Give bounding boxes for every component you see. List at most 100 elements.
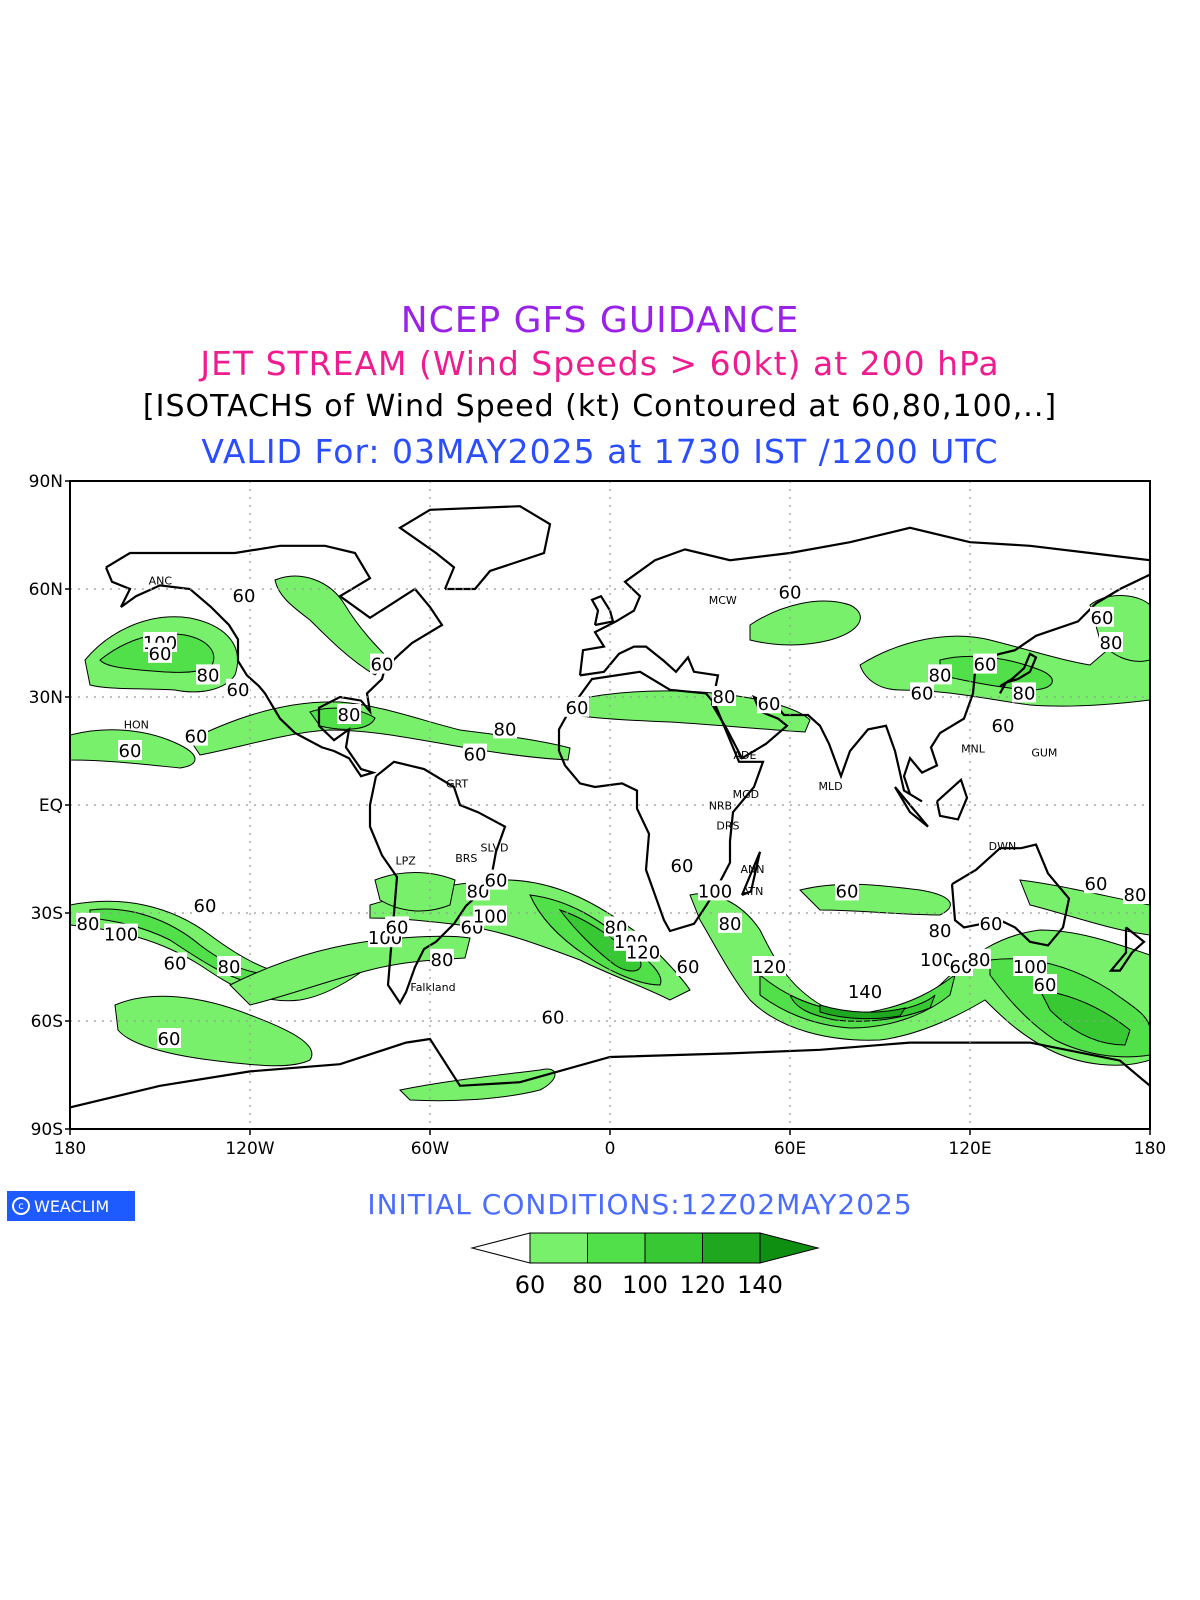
colorbar: 60 80 100 120 140 xyxy=(470,1232,820,1299)
isotach-label-bg xyxy=(1099,632,1123,652)
isotach-label-bg xyxy=(484,869,508,890)
isotach-label: 60 xyxy=(980,914,1003,935)
latitude-tick-label: EQ xyxy=(39,796,63,816)
colorbar-box xyxy=(702,1232,761,1264)
isotach-label: 60 xyxy=(1091,608,1114,629)
isotach-label: 60 xyxy=(149,644,172,665)
isotach-label: 60 xyxy=(464,745,487,766)
isotach-label-bg xyxy=(370,653,394,674)
isotach-label: 80 xyxy=(719,914,742,935)
jet-band xyxy=(1039,989,1131,1046)
station-label: MCW xyxy=(709,594,737,607)
isotach-label: 60 xyxy=(911,683,934,704)
isotach-label-bg xyxy=(232,585,256,606)
colorbar-label: 120 xyxy=(680,1271,726,1299)
isotach-label: 60 xyxy=(758,694,781,715)
isotach-label: 80 xyxy=(929,921,952,942)
title-model: NCEP GFS GUIDANCE xyxy=(400,300,800,341)
isotach-label-bg xyxy=(920,948,954,969)
isotach-label-bg xyxy=(973,653,997,674)
isotach-label: 60 xyxy=(371,655,394,676)
isotach-label: 80 xyxy=(929,665,952,686)
isotach-label: 60 xyxy=(164,953,187,974)
station-label: DWN xyxy=(989,840,1017,853)
isotach-label-bg xyxy=(757,693,781,714)
station-label: ANN xyxy=(741,863,765,876)
jet-band xyxy=(558,909,642,972)
isotach-label: 60 xyxy=(119,741,142,762)
isotach-label-bg xyxy=(104,923,138,944)
isotach-label-bg xyxy=(778,581,802,602)
isotach-label-bg xyxy=(184,725,208,746)
title-product: JET STREAM (Wind Speeds > 60kt) at 200 h… xyxy=(200,344,1000,383)
isotach-label: 80 xyxy=(1100,633,1123,654)
isotach-label: 60 xyxy=(974,655,997,676)
isotach-label-bg xyxy=(928,920,952,940)
isotach-label-bg xyxy=(712,686,736,706)
isotach-label: 100 xyxy=(698,881,732,902)
isotach-label-bg xyxy=(157,1028,181,1048)
colorbar-label: 80 xyxy=(572,1271,603,1299)
isotach-label-bg xyxy=(698,880,732,901)
isotach-label: 100 xyxy=(473,907,507,928)
coastline xyxy=(590,594,615,627)
longitude-tick-label: 0 xyxy=(605,1139,616,1159)
station-label: NRB xyxy=(709,800,732,813)
isotach-label: 60 xyxy=(836,881,859,902)
isotach-label: 100 xyxy=(1013,957,1047,978)
isotach-label: 80 xyxy=(1013,683,1036,704)
colorbar-box xyxy=(644,1232,703,1264)
longitude-tick-label: 180 xyxy=(54,1139,86,1159)
initial-conditions-label: INITIAL CONDITIONS:12Z02MAY2025 xyxy=(367,1188,913,1221)
coastline xyxy=(104,544,444,778)
jet-band xyxy=(229,935,471,1006)
logo-text: WEACLIM xyxy=(34,1196,110,1216)
coastline xyxy=(397,505,552,591)
isotach-label: 100 xyxy=(104,925,138,946)
isotach-label: 80 xyxy=(467,881,490,902)
longitude-tick-label: 180 xyxy=(1134,1139,1166,1159)
colorbar-label: 60 xyxy=(515,1271,546,1299)
isotach-label: 60 xyxy=(1034,975,1057,996)
station-label: MLD xyxy=(818,780,842,793)
isotach-label: 60 xyxy=(542,1007,565,1028)
copyright-icon: c xyxy=(12,1197,30,1215)
latitude-tick-label: 30N xyxy=(29,688,63,708)
jet-band xyxy=(749,600,861,646)
isotach-label: 80 xyxy=(77,914,100,935)
isotach-label: 60 xyxy=(386,917,409,938)
station-label: LPZ xyxy=(396,854,417,867)
isotach-label-bg xyxy=(163,952,187,973)
isotach-label-bg xyxy=(337,704,361,724)
station-label: GRT xyxy=(446,777,468,790)
coastline xyxy=(578,526,1150,803)
station-label: DRS xyxy=(716,819,739,832)
isotach-label-bg xyxy=(76,912,100,933)
isotach-label: 80 xyxy=(197,665,220,686)
station-label: MNL xyxy=(961,742,986,755)
isotach-label-bg xyxy=(848,981,882,1002)
coastline xyxy=(70,1037,1150,1109)
station-label: SLVD xyxy=(481,841,509,854)
isotach-label: 60 xyxy=(671,856,694,877)
isotach-label-bg xyxy=(1013,956,1047,976)
isotach-label-bg xyxy=(196,664,220,685)
longitude-axis: 180 120W 60W 0 60E 120E 180 xyxy=(54,1129,1166,1159)
station-label: HON xyxy=(124,718,149,731)
isotach-label-bg xyxy=(928,664,952,685)
isotach-label: 80 xyxy=(968,950,991,971)
isotach-label-bg xyxy=(752,956,786,976)
isotach-label-bg xyxy=(541,1006,565,1027)
coastline xyxy=(999,652,1038,694)
isotach-label-bg xyxy=(1033,974,1057,994)
isotach-label: 60 xyxy=(566,698,589,719)
isotach-label: 60 xyxy=(233,586,256,607)
latitude-tick-label: 60N xyxy=(29,580,63,600)
isotach-label-bg xyxy=(1012,682,1036,703)
isotach-label-bg xyxy=(463,743,487,764)
coastline xyxy=(557,670,765,933)
isotach-label-bg xyxy=(493,718,517,739)
latitude-tick-label: 90N xyxy=(29,472,63,492)
isotach-label: 60 xyxy=(158,1029,181,1050)
isotach-label-bg xyxy=(1084,873,1108,894)
